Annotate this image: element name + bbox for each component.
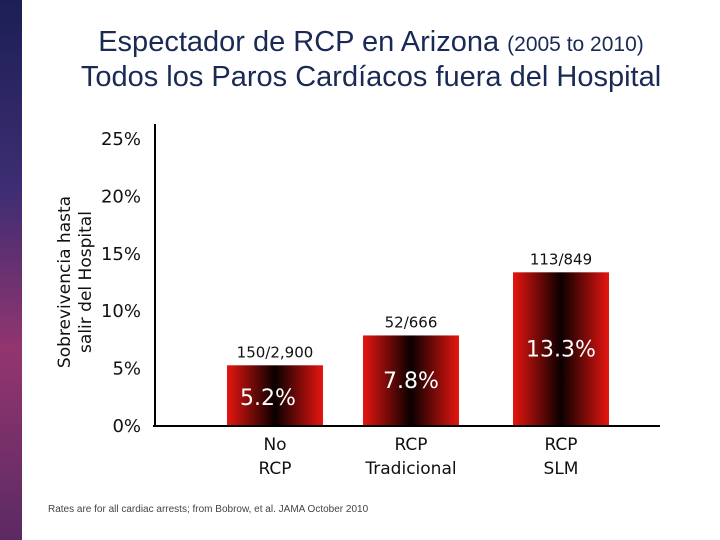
y-tick-label: 15% [101, 244, 141, 265]
category-label-line: RCP [258, 459, 292, 479]
category-label-line: No [263, 435, 287, 455]
bar [227, 365, 323, 425]
y-tick-label: 20% [101, 186, 141, 207]
chart-title-line2: Todos los Paros Cardíacos fuera del Hosp… [80, 61, 662, 93]
y-tick-label: 10% [101, 301, 141, 322]
chart-title-line1: Espectador de RCP en Arizona (2005 to 20… [22, 26, 720, 59]
y-tick-label: 0% [112, 416, 141, 437]
value-label: 5.2% [240, 386, 296, 411]
footnote: Rates are for all cardiac arrests; from … [48, 504, 369, 515]
count-label: 113/849 [530, 250, 592, 268]
y-tick-label: 5% [112, 359, 141, 380]
category-label-line: RCP [394, 435, 428, 455]
category-label-line: SLM [543, 459, 579, 479]
category-label-rcp-slm: RCP SLM [496, 433, 626, 481]
chart-title-main: Espectador de RCP en Arizona [98, 26, 500, 58]
bar [363, 335, 459, 425]
y-tick-label: 25% [101, 129, 141, 150]
count-label: 150/2,900 [237, 343, 314, 361]
category-label-line: RCP [544, 435, 578, 455]
category-label-line: Tradicional [365, 459, 457, 479]
category-label-rcp-tradicional: RCP Tradicional [346, 433, 476, 481]
side-accent-bar [0, 0, 22, 540]
bar [513, 272, 609, 425]
category-label-no-rcp: No RCP [210, 433, 340, 481]
count-label: 52/666 [385, 313, 438, 331]
chart-title-years: (2005 to 2010) [507, 33, 644, 56]
value-label: 7.8% [383, 369, 439, 394]
value-label: 13.3% [526, 338, 596, 363]
